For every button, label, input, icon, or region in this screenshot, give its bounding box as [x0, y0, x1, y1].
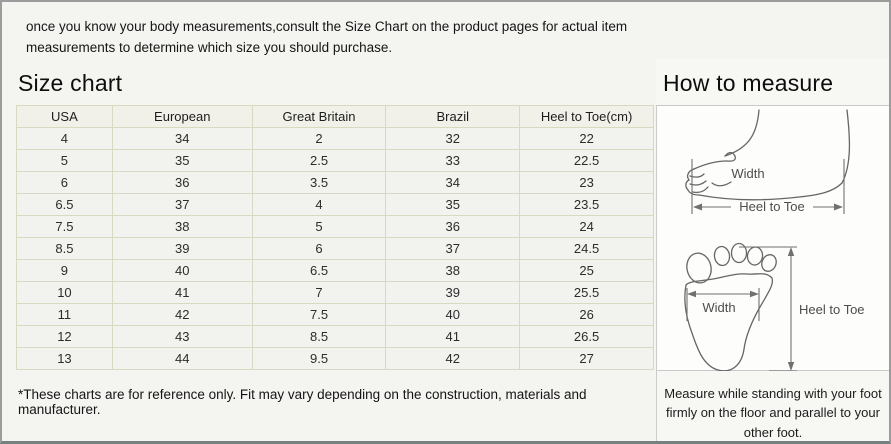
- foot-illustrations: Width Heel to Toe: [657, 104, 889, 372]
- column-header-usa: USA: [16, 104, 113, 128]
- cell-brazil: 33: [385, 148, 521, 172]
- cell-great-britain: 9.5: [251, 346, 387, 370]
- reference-footnote: *These charts are for reference only. Fi…: [18, 386, 587, 417]
- size-chart-title: Size chart: [18, 69, 123, 96]
- table-row: 10 41 7 39 25.5: [16, 280, 654, 304]
- cell-usa: 6.5: [16, 192, 113, 216]
- intro-text: once you know your body measurements,con…: [26, 19, 628, 55]
- table-row: 4 34 2 32 22: [16, 126, 654, 150]
- table-header-row: USA European Great Britain Brazil Heel t…: [16, 104, 654, 128]
- cell-heel-to-toe: 24: [519, 214, 654, 238]
- cell-european: 38: [111, 214, 253, 238]
- table-row: 9 40 6.5 38 25: [16, 258, 654, 282]
- table-body: 4 34 2 32 22 5 35 2.5 33 22.5: [16, 126, 654, 370]
- how-to-measure-section: How to measure: [656, 58, 889, 441]
- how-to-measure-title: How to measure: [663, 69, 834, 96]
- cell-usa: 4: [16, 126, 113, 150]
- side-width-label: Width: [731, 166, 764, 181]
- cell-heel-to-toe: 23: [519, 170, 654, 194]
- cell-great-britain: 6: [251, 236, 387, 260]
- table-row: 5 35 2.5 33 22.5: [16, 148, 654, 172]
- cell-european: 36: [111, 170, 253, 194]
- cell-european: 42: [111, 302, 253, 326]
- cell-heel-to-toe: 26: [519, 302, 654, 326]
- cell-brazil: 35: [385, 192, 521, 216]
- cell-great-britain: 6.5: [251, 258, 387, 282]
- cell-great-britain: 3.5: [251, 170, 387, 194]
- cell-brazil: 37: [385, 236, 521, 260]
- column-header-heel-to-toe: Heel to Toe(cm): [519, 104, 654, 128]
- cell-usa: 5: [16, 148, 113, 172]
- cell-usa: 6: [16, 170, 113, 194]
- cell-usa: 12: [16, 324, 113, 348]
- cell-brazil: 38: [385, 258, 521, 282]
- size-chart-section: Size chart USA European Great Britain Br…: [2, 59, 656, 441]
- cell-great-britain: 7.5: [251, 302, 387, 326]
- cell-european: 44: [111, 346, 253, 370]
- cell-european: 39: [111, 236, 253, 260]
- column-header-european: European: [111, 104, 253, 128]
- table-row: 6 36 3.5 34 23: [16, 170, 654, 194]
- column-header-great-britain: Great Britain: [251, 104, 387, 128]
- cell-usa: 9: [16, 258, 113, 282]
- measure-panel: Width Heel to Toe: [656, 104, 889, 441]
- foot-top-view-illustration: Width Heel to Toe: [684, 242, 865, 372]
- cell-heel-to-toe: 24.5: [519, 236, 654, 260]
- main-content: Size chart USA European Great Britain Br…: [2, 58, 889, 441]
- cell-brazil: 36: [385, 214, 521, 238]
- cell-heel-to-toe: 26.5: [519, 324, 654, 348]
- cell-heel-to-toe: 25.5: [519, 280, 654, 304]
- cell-great-britain: 4: [251, 192, 387, 216]
- cell-brazil: 41: [385, 324, 521, 348]
- cell-european: 35: [111, 148, 253, 172]
- cell-usa: 10: [16, 280, 113, 304]
- column-header-brazil: Brazil: [385, 104, 521, 128]
- cell-heel-to-toe: 22.5: [519, 148, 654, 172]
- cell-european: 43: [111, 324, 253, 348]
- cell-brazil: 42: [385, 346, 521, 370]
- cell-brazil: 34: [385, 170, 521, 194]
- cell-great-britain: 2.5: [251, 148, 387, 172]
- cell-usa: 13: [16, 346, 113, 370]
- size-conversion-table: USA European Great Britain Brazil Heel t…: [16, 104, 654, 370]
- cell-brazil: 32: [385, 126, 521, 150]
- cell-heel-to-toe: 22: [519, 126, 654, 150]
- table-row: 12 43 8.5 41 26.5: [16, 324, 654, 348]
- table-row: 6.5 37 4 35 23.5: [16, 192, 654, 216]
- cell-heel-to-toe: 25: [519, 258, 654, 282]
- cell-great-britain: 8.5: [251, 324, 387, 348]
- cell-usa: 11: [16, 302, 113, 326]
- cell-usa: 8.5: [16, 236, 113, 260]
- side-heel-to-toe-label: Heel to Toe: [739, 199, 805, 214]
- cell-great-britain: 5: [251, 214, 387, 238]
- table-row: 7.5 38 5 36 24: [16, 214, 654, 238]
- table-row: 11 42 7.5 40 26: [16, 302, 654, 326]
- cell-heel-to-toe: 27: [519, 346, 654, 370]
- cell-european: 34: [111, 126, 253, 150]
- top-width-label: Width: [702, 300, 735, 315]
- cell-european: 37: [111, 192, 253, 216]
- table-row: 8.5 39 6 37 24.5: [16, 236, 654, 260]
- top-heel-to-toe-label: Heel to Toe: [799, 302, 865, 317]
- cell-european: 40: [111, 258, 253, 282]
- table-row: 13 44 9.5 42 27: [16, 346, 654, 370]
- cell-brazil: 39: [385, 280, 521, 304]
- foot-side-view-illustration: Width Heel to Toe: [685, 109, 851, 214]
- cell-heel-to-toe: 23.5: [519, 192, 654, 216]
- cell-european: 41: [111, 280, 253, 304]
- measure-instruction-note: Measure while standing with your foot fi…: [657, 370, 889, 441]
- cell-great-britain: 7: [251, 280, 387, 304]
- cell-usa: 7.5: [16, 214, 113, 238]
- cell-great-britain: 2: [251, 126, 387, 150]
- cell-brazil: 40: [385, 302, 521, 326]
